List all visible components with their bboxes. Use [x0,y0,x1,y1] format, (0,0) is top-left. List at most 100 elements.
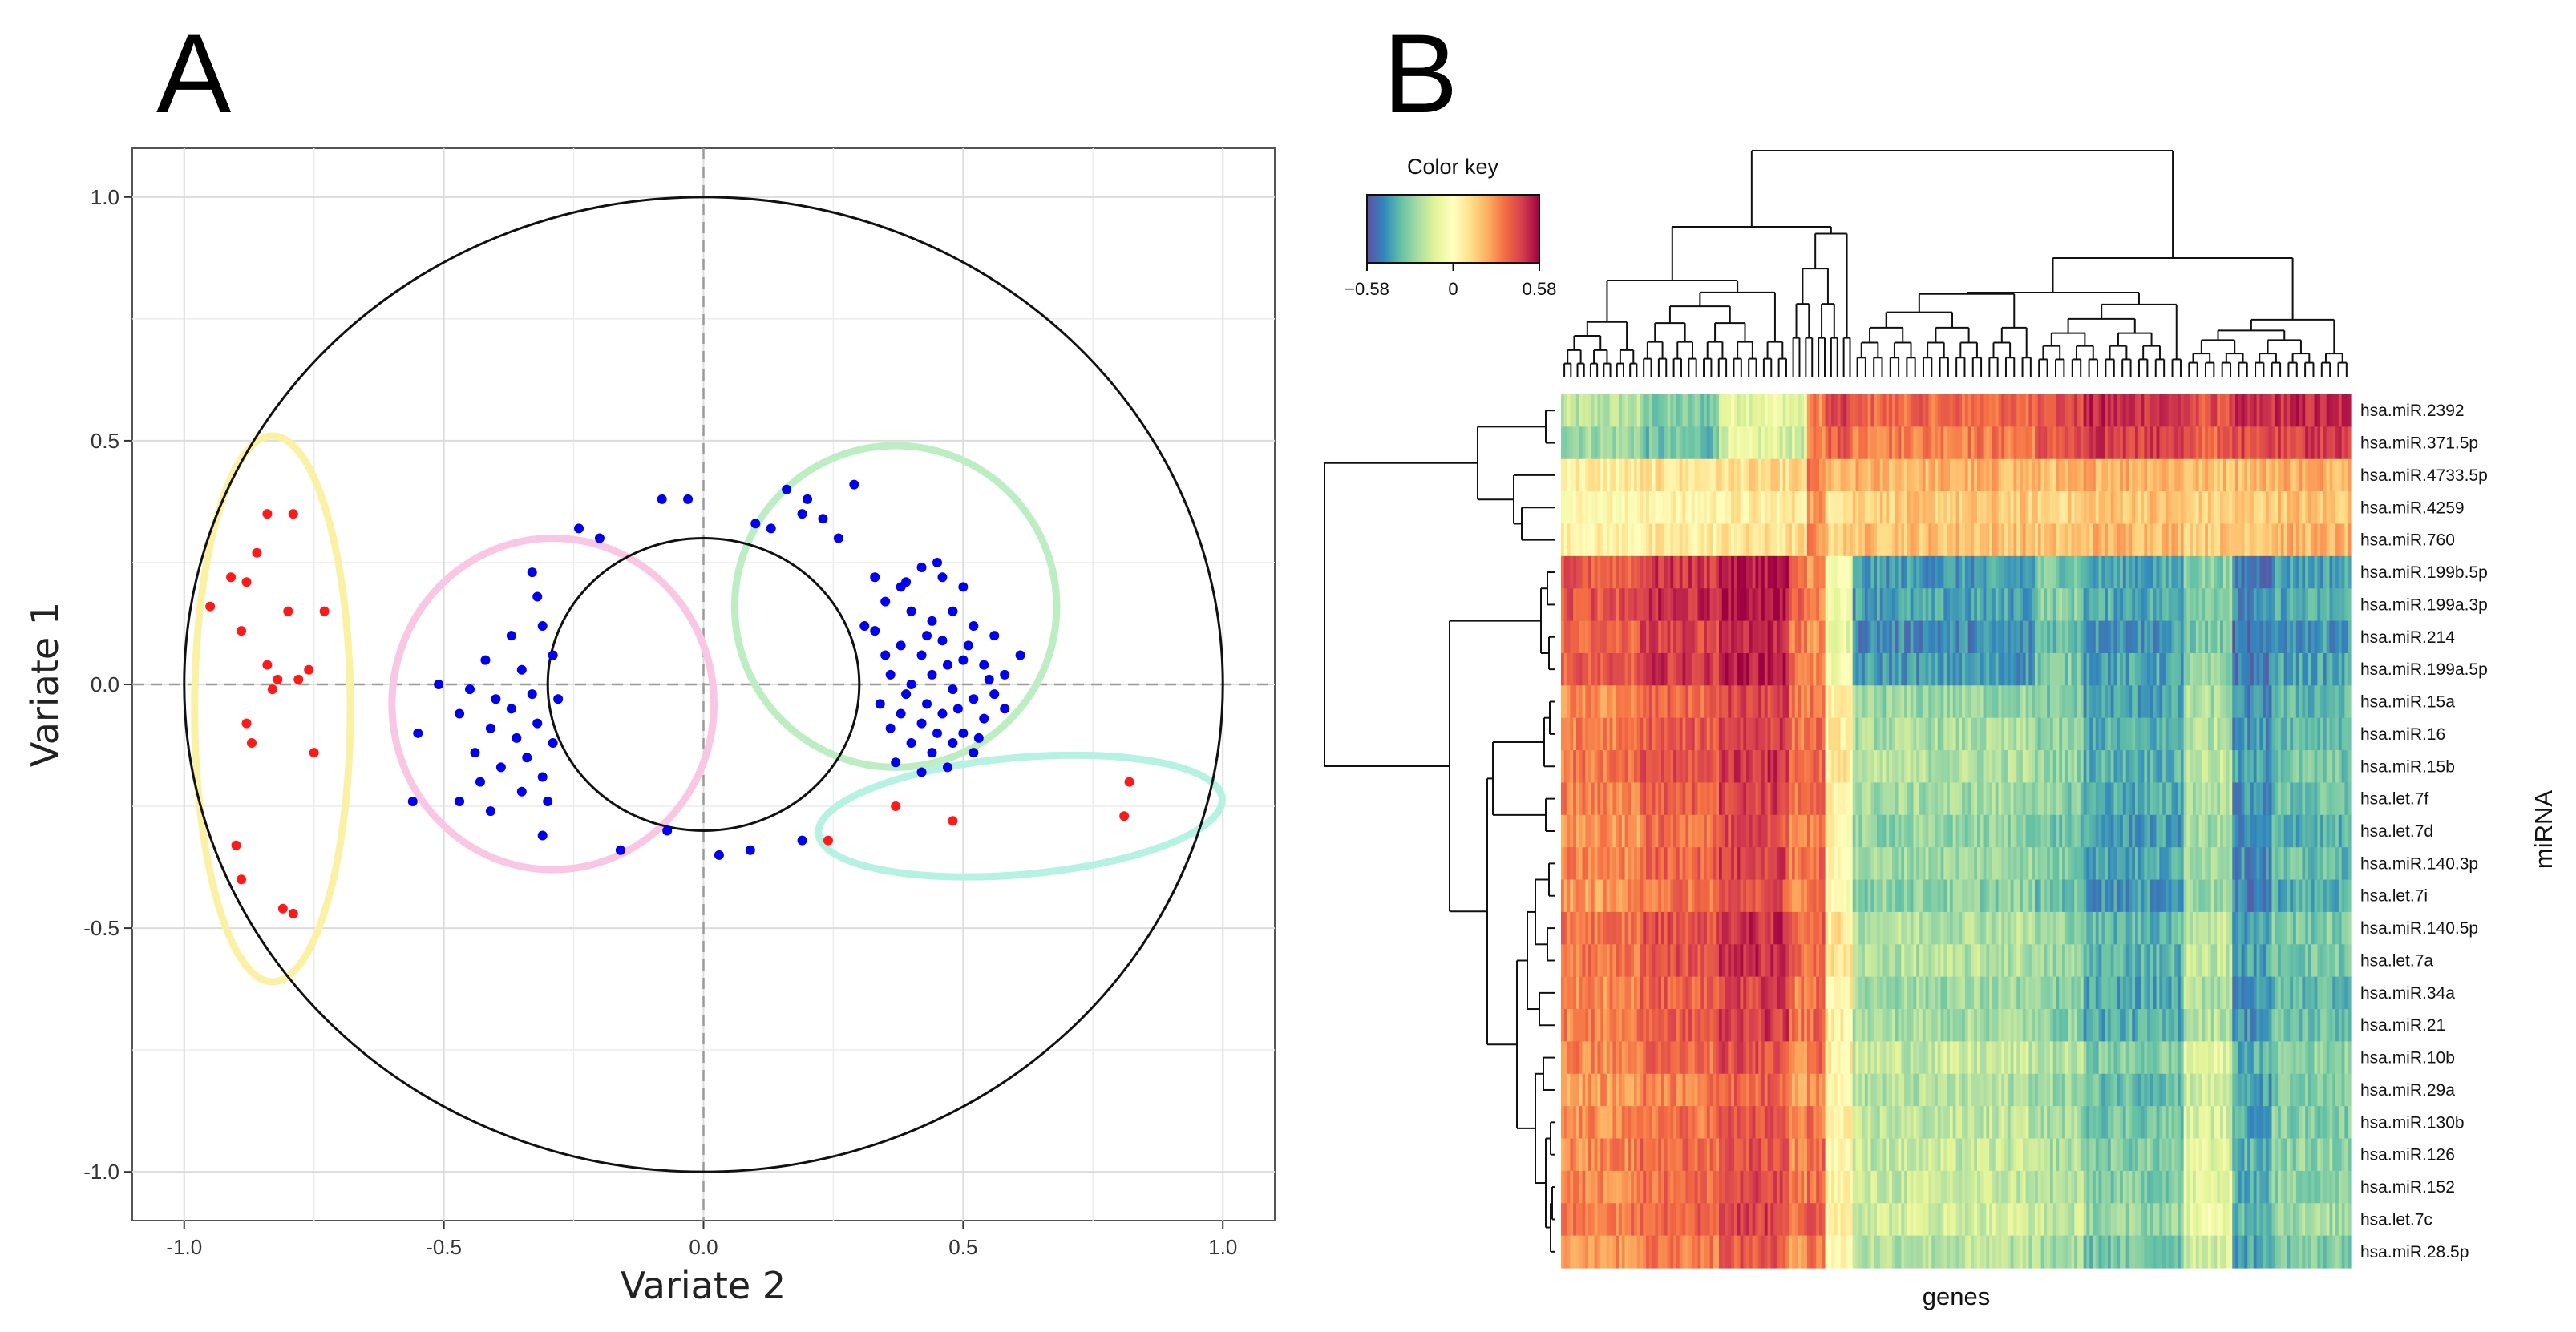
heatmap-cell [1855,523,1859,557]
heatmap-cell [2259,685,2263,719]
heatmap-cell [1913,555,1917,589]
heatmap-cell [2253,588,2258,622]
heatmap-cell [1879,620,1884,654]
heatmap-cell [2247,394,2251,427]
heatmap-cell [1886,750,1890,784]
heatmap-cell [2141,911,2145,945]
heatmap-cell [2107,879,2112,913]
heatmap-cell [2329,814,2333,848]
heatmap-cell [2222,814,2227,848]
heatmap-cell [2305,847,2309,881]
heatmap-cell [2335,782,2339,816]
heatmap-cell [2052,717,2057,751]
heatmap-cell [2110,588,2115,622]
heatmap-cell [1916,782,1920,816]
heatmap-cell [2198,620,2202,654]
heatmap-cell [1685,717,1689,751]
heatmap-cell [1804,782,1808,816]
heatmap-cell [2004,458,2008,492]
heatmap-cell [2165,685,2170,719]
heatmap-cell [1910,458,1915,492]
heatmap-cell [1764,426,1769,460]
heatmap-cell [1804,717,1808,751]
blue-point [750,519,761,529]
heatmap-cell [1964,394,1969,427]
heatmap-cell [1779,814,1784,848]
heatmap-cell [1931,911,1935,945]
heatmap-cell [1767,491,1772,525]
heatmap-cell [2263,652,2267,686]
heatmap-cell [1573,588,1577,622]
heatmap-cell [2329,620,2333,654]
heatmap-cell [2153,458,2157,492]
heatmap-cell [2214,750,2218,784]
heatmap-cell [2302,911,2306,945]
heatmap-cell [2165,523,2170,557]
blue-point [475,777,485,787]
axis-ticks: -1.0 -0.5 0.0 0.5 1.0-1.0-0.50.00.51.0 [83,185,1237,1259]
heatmap-cell [1716,555,1720,589]
heatmap-cell [2186,426,2190,460]
heatmap-cell [2071,652,2075,686]
heatmap-cell [1934,782,1939,816]
heatmap-cell [1980,814,1984,848]
heatmap-cell [2278,717,2282,751]
heatmap-cell [2089,685,2093,719]
heatmap-cell [2077,458,2081,492]
heatmap-cell [2171,523,2175,557]
heatmap-cell [1664,847,1668,881]
heatmap-cell [2147,652,2151,686]
heatmap-cell [1882,458,1887,492]
heatmap-cell [2290,426,2294,460]
heatmap-cell [1874,879,1878,913]
blue-point [870,572,880,583]
heatmap-cell [1886,685,1890,719]
heatmap-cell [1773,717,1777,751]
heatmap-cell [1743,879,1747,913]
heatmap-cell [2132,555,2136,589]
heatmap-cell [2305,426,2309,460]
heatmap-cell [1867,394,1872,427]
heatmap-cell [2016,717,2020,751]
heatmap-cell [1655,782,1659,816]
heatmap-cell [1947,555,1951,589]
blue-point [574,523,584,534]
blue-point [948,684,958,695]
heatmap-cell [2217,652,2221,686]
heatmap-cell [2320,717,2324,751]
heatmap-cell [2032,879,2036,913]
heatmap-cell [1652,750,1656,784]
heatmap-cell [1713,491,1717,525]
heatmap-cell [2244,814,2248,848]
heatmap-cell [2047,523,2051,557]
heatmap-cell [2253,911,2258,945]
heatmap-cell [1947,782,1951,816]
heatmap-cell [2241,782,2246,816]
red-point [891,801,901,812]
heatmap-cell [2283,458,2288,492]
heatmap-cell [1974,750,1978,784]
heatmap-cell [1591,879,1595,913]
heatmap-cell [2226,782,2230,816]
heatmap-cell [2113,458,2117,492]
blue-point [885,669,896,680]
heatmap-cell [2226,717,2230,751]
heatmap-cell [2007,652,2012,686]
red-point [304,664,314,675]
heatmap-cell [1794,588,1799,622]
heatmap-cell [1791,426,1796,460]
heatmap-cell [1716,523,1720,557]
heatmap-cell [1770,620,1774,654]
heatmap-cell [1879,394,1884,427]
heatmap-cell [2129,588,2133,622]
heatmap-cell [1801,847,1805,881]
heatmap-cell [1789,847,1793,881]
heatmap-cell [1901,426,1905,460]
heatmap-cell [1804,911,1808,945]
heatmap-cell [1679,491,1684,525]
heatmap-cell [1688,847,1692,881]
heatmap-cell [1582,588,1586,622]
heatmap-cell [1864,879,1869,913]
heatmap-cell [1749,782,1753,816]
heatmap-cell [1740,620,1744,654]
